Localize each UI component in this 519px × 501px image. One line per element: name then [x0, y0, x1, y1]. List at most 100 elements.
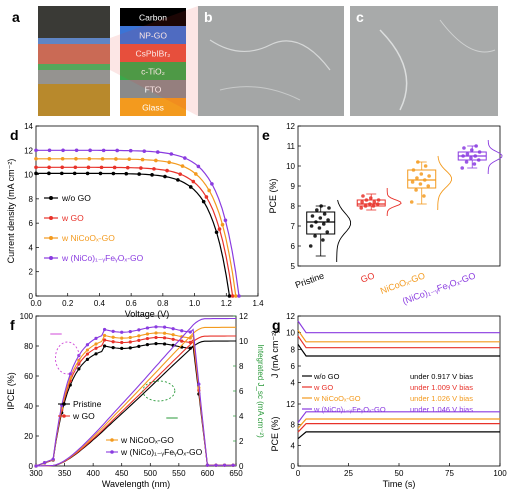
- f-xtick-label-3: 450: [115, 469, 129, 478]
- e-ytick-label-1: 6: [291, 242, 296, 251]
- f-y2tick-label-3: 6: [239, 387, 244, 396]
- g-ytick-top-label-3: 6: [291, 362, 296, 371]
- panel-label-d: d: [10, 127, 19, 143]
- sem-image-c: [350, 6, 498, 116]
- e-point-3-7: [465, 152, 470, 156]
- e-point-1-8: [376, 198, 381, 202]
- e-point-1-2: [363, 204, 368, 208]
- layer-2: [120, 44, 186, 62]
- e-point-1-0: [359, 206, 364, 210]
- e-point-3-4: [469, 156, 473, 160]
- layer-label-3: c-TiO₂: [141, 67, 165, 77]
- e-point-3-8: [477, 150, 482, 154]
- e-ytick-label-4: 9: [291, 182, 296, 191]
- f-ytick-label-2: 40: [24, 402, 33, 411]
- f-ipce-point-3-51: [180, 329, 184, 333]
- f-ipce-point-2-45: [162, 331, 167, 335]
- sem-wrinkle-b2: [219, 86, 301, 101]
- e-ytick-label-0: 5: [291, 262, 296, 271]
- f-xtick-label-5: 550: [172, 469, 186, 478]
- d-xtick-label-3: 0.6: [126, 299, 138, 308]
- e-density-3: [487, 139, 503, 174]
- panel-label-e: e: [262, 127, 270, 143]
- e-point-0-7: [314, 220, 318, 224]
- sem-wrinkle-c: [379, 29, 408, 111]
- d-series-point-1-40: [165, 168, 169, 173]
- e-point-2-6: [422, 178, 427, 182]
- sem-fto-region: [38, 70, 110, 84]
- d-series-point-2-52: [207, 188, 211, 193]
- f-ipce-point-1-30: [120, 340, 124, 345]
- e-point-3-0: [460, 166, 465, 170]
- e-point-2-4: [418, 182, 423, 186]
- d-series-point-2-56: [220, 222, 225, 227]
- f-ipce-point-0-15: [77, 367, 81, 371]
- f-jsc-line-3: [36, 317, 236, 467]
- g-ytick-bottom-label-1: 4: [291, 441, 296, 450]
- layer-label-1: NP-GO: [139, 31, 167, 41]
- f-ytick-label-5: 100: [20, 312, 34, 321]
- f-ipce-point-1-42: [154, 335, 158, 340]
- f-y2tick-label-6: 12: [239, 312, 248, 321]
- d-legend-text-1: w GO: [61, 213, 84, 223]
- e-point-0-3: [325, 230, 330, 234]
- d-series-point-0-44: [176, 178, 180, 182]
- d-series-point-0-32: [137, 172, 141, 176]
- g-legend-bias-2: under 1.026 V bias: [410, 394, 473, 403]
- g-ytick-top-label-2: 8: [291, 345, 296, 354]
- d-series-point-1-0: [34, 165, 38, 170]
- sem-glass-region: [38, 84, 110, 116]
- f-ipce-point-0-27: [111, 346, 115, 350]
- panel-label-a: a: [12, 9, 20, 25]
- f-ipce-point-3-18: [85, 343, 90, 347]
- d-series-point-0-4: [47, 171, 51, 176]
- layer-5: [120, 98, 186, 116]
- g-xtick-label-3: 75: [445, 469, 454, 478]
- f-ipce-point-0-24: [102, 344, 107, 348]
- f-ipce-point-3-60: [205, 463, 210, 467]
- d-series-point-2-8: [60, 156, 65, 161]
- d-series-point-1-24: [112, 165, 117, 170]
- g-legend-text-1: w GO: [313, 383, 333, 392]
- g-ytick-bottom-label-2: 8: [291, 421, 296, 430]
- e-ytick-label-7: 12: [286, 122, 295, 131]
- f-ipce-point-2-33: [128, 335, 132, 340]
- e-point-2-5: [410, 180, 415, 184]
- f-ipce-point-3-3: [42, 460, 47, 465]
- panel-label-c: c: [356, 9, 364, 25]
- g-j-line-2: [297, 329, 500, 343]
- g-y-axis-label-top: J (mA cm⁻²): [270, 330, 280, 378]
- d-series-point-3-24: [115, 148, 119, 153]
- layer-3: [120, 62, 186, 80]
- e-point-0-9: [318, 216, 323, 220]
- e-point-0-8: [326, 218, 330, 222]
- f-ytick-label-0: 0: [29, 462, 34, 471]
- d-legend-marker-3: [49, 256, 53, 260]
- panel-g: g 0 25 50 75 100 12 10 8 6 4 0 4 8 12 Time (s) J (mA cm…: [270, 312, 507, 489]
- d-series-point-0-28: [124, 171, 129, 176]
- e-point-2-3: [426, 184, 431, 188]
- f-ipce-point-0-45: [162, 342, 167, 346]
- d-series-point-2-24: [114, 157, 118, 161]
- e-point-1-5: [360, 200, 364, 204]
- d-ytick-label-2: 4: [29, 243, 34, 252]
- f-ipce-point-2-18: [85, 348, 90, 352]
- d-series-point-1-16: [86, 165, 91, 170]
- f-ipce-point-1-24: [102, 338, 107, 342]
- d-series-point-3-4: [47, 148, 52, 153]
- d-series-point-3-28: [128, 148, 133, 153]
- d-ytick-label-7: 14: [24, 122, 33, 131]
- d-ytick-label-3: 6: [29, 219, 34, 228]
- f-xtick-label-0: 300: [29, 469, 43, 478]
- e-ytick-label-3: 8: [291, 202, 296, 211]
- f-ipce-point-3-63: [214, 463, 218, 467]
- d-legend-text-2: w NiCoOₓ-GO: [61, 233, 115, 243]
- f-legend-marker-0: [62, 402, 66, 406]
- panel-label-b: b: [204, 9, 213, 25]
- layer-label-5: Glass: [142, 103, 164, 113]
- layer-label-0: Carbon: [139, 13, 167, 23]
- d-series-line-1: [36, 166, 234, 297]
- f-y2tick-label-1: 2: [239, 437, 244, 446]
- g-xtick-label-0: 0: [296, 469, 301, 478]
